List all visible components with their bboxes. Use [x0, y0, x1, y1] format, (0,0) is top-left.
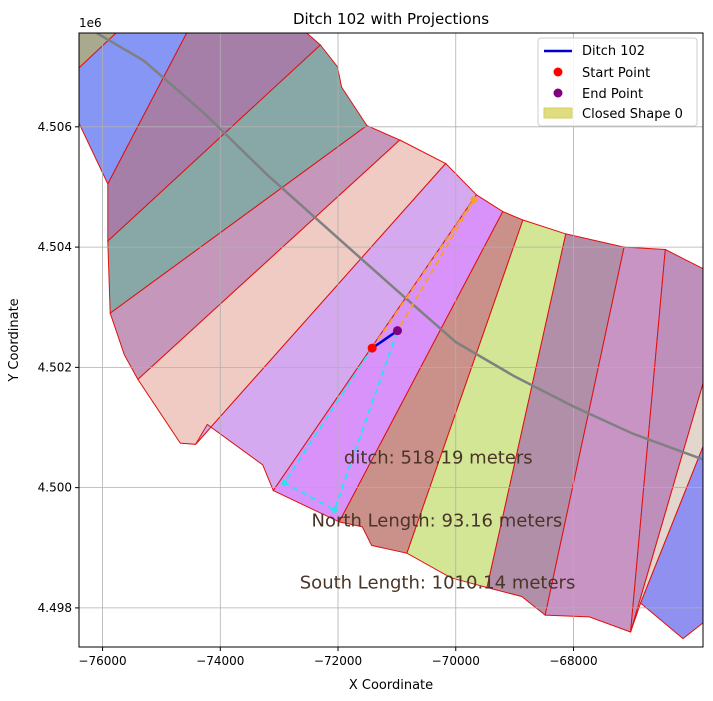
x-tick-label: −76000 [78, 654, 126, 668]
y-axis-label: Y Coordinate [7, 298, 22, 382]
y-tick-label: 4.504 [38, 240, 72, 254]
axes-frame [78, 32, 704, 648]
road-line [96, 33, 703, 461]
legend-end-label: End Point [582, 87, 643, 102]
legend-ditch-label: Ditch 102 [582, 44, 645, 59]
annotations-layer: ditch: 518.19 meters North Length: 93.16 … [300, 448, 576, 594]
y-tick-label: 4.498 [38, 601, 72, 615]
x-axis-label: X Coordinate [349, 678, 433, 693]
y-axis-ticks: 4.498 4.500 4.502 4.504 4.506 [38, 120, 79, 615]
parcels-layer [79, 33, 703, 640]
south-projection-line [282, 330, 399, 512]
x-axis-ticks: −76000 −74000 −72000 −70000 −68000 [78, 647, 598, 668]
ditch-line [371, 329, 399, 350]
north-projection-point [470, 196, 478, 204]
plot-area: ditch: 518.19 meters North Length: 93.16 … [79, 33, 703, 647]
legend-start-label: Start Point [582, 66, 650, 81]
parcel-14 [640, 446, 703, 640]
y-tick-label: 4.502 [38, 360, 72, 374]
parcel-11 [544, 246, 666, 633]
chart-title: Ditch 102 with Projections [293, 10, 489, 28]
parcel-1 [79, 33, 188, 186]
legend-box [537, 37, 698, 127]
legend-shape-swatch [543, 107, 573, 119]
parcel-12 [630, 248, 703, 633]
grid-layer [79, 33, 703, 647]
x-tick-label: −68000 [549, 654, 597, 668]
annotation-0: ditch: 518.19 meters [344, 448, 533, 469]
x-tick-label: −72000 [314, 654, 362, 668]
south-projection-point [331, 506, 338, 513]
end-point [392, 326, 402, 336]
x-tick-label: −70000 [432, 654, 480, 668]
annotation-1: North Length: 93.16 meters [312, 511, 563, 532]
legend-shape-label: Closed Shape 0 [582, 107, 683, 122]
start-point [367, 343, 377, 353]
parcel-9 [406, 219, 567, 589]
lines-layer [96, 33, 703, 513]
legend: Ditch 102 Start Point End Point Closed S… [537, 37, 698, 127]
y-axis-offset-label: 1e6 [79, 16, 102, 30]
y-tick-label: 4.506 [38, 120, 72, 134]
parcel-10 [486, 233, 625, 616]
annotation-2: South Length: 1010.14 meters [300, 573, 576, 594]
south-projection-point [281, 479, 288, 486]
legend-start-swatch [553, 67, 563, 77]
parcel-5 [137, 139, 447, 445]
x-tick-label: −74000 [196, 654, 244, 668]
legend-end-swatch [553, 88, 563, 98]
y-tick-label: 4.500 [38, 481, 72, 495]
